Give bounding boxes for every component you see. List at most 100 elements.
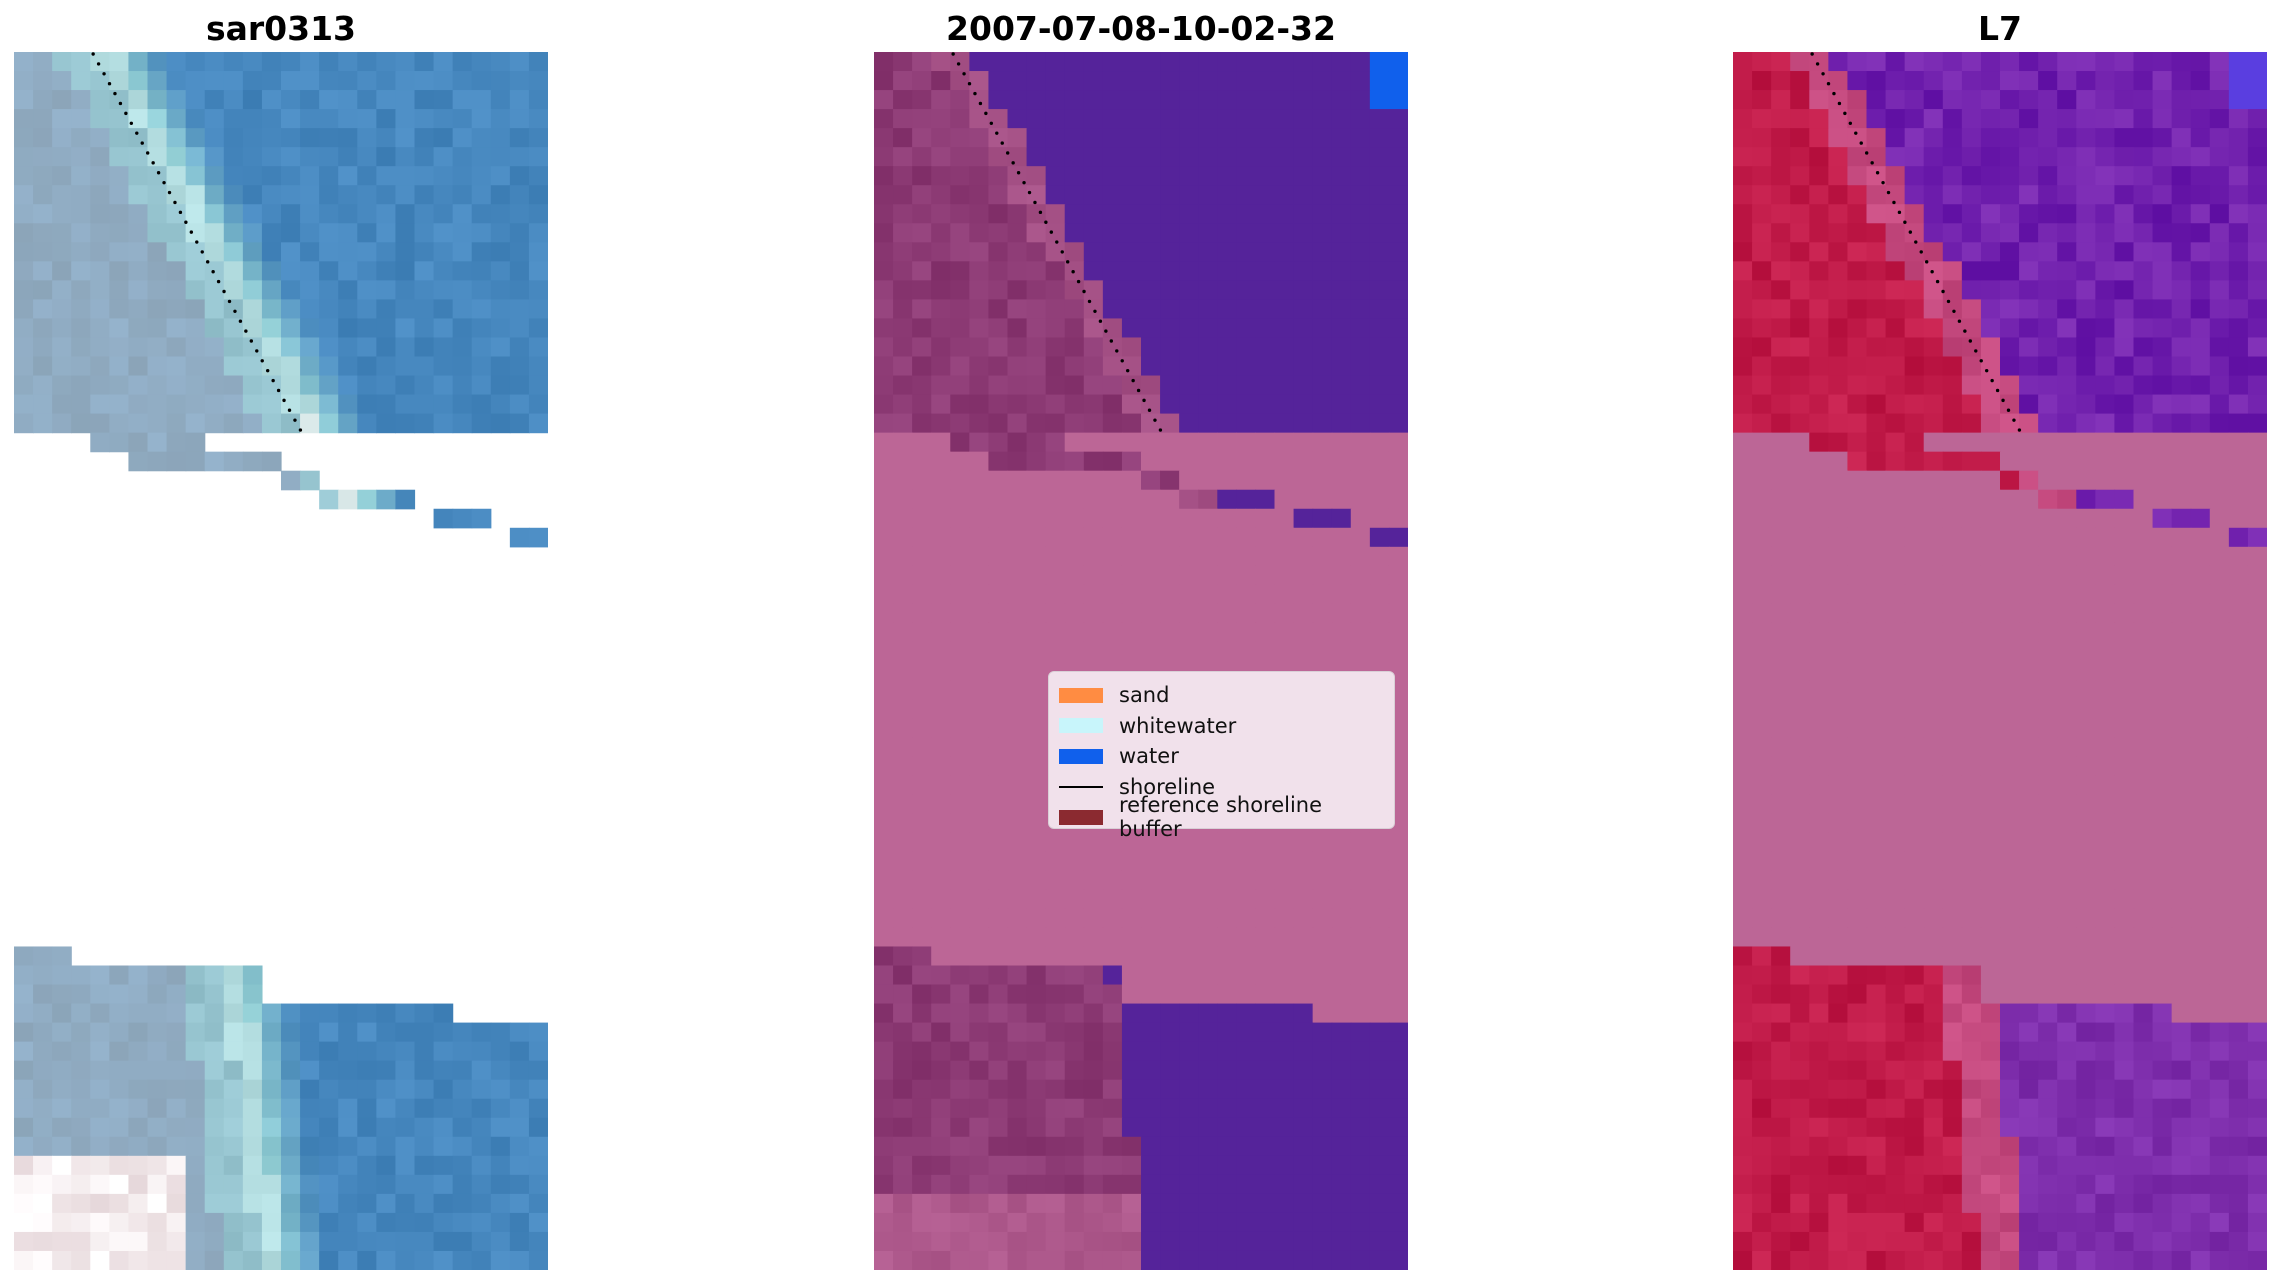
pixel-cell: [2247, 1212, 2267, 1233]
pixel-cell: [1388, 908, 1408, 929]
pixel-cell: [950, 261, 970, 281]
pixel-cell: [357, 1022, 377, 1043]
pixel-cell: [2133, 451, 2154, 472]
pixel-cell: [1121, 1117, 1142, 1138]
pixel-cell: [2152, 204, 2173, 224]
pixel-cell: [1198, 242, 1218, 262]
pixel-cell: [1733, 546, 1753, 567]
pixel-cell: [1121, 1193, 1142, 1214]
pixel-cell: [1217, 1041, 1237, 1062]
pixel-cell: [1045, 1155, 1066, 1176]
shoreline-point: [1930, 270, 1934, 274]
pixel-cell: [1961, 832, 1982, 852]
pixel-cell: [1102, 432, 1123, 453]
pixel-cell: [2133, 946, 2154, 967]
pixel-cell: [71, 1098, 91, 1119]
pixel-cell: [1102, 375, 1123, 396]
pixel-cell: [1064, 128, 1085, 148]
pixel-cell: [1198, 394, 1218, 415]
pixel-cell: [1026, 756, 1047, 776]
pixel-cell: [1217, 1098, 1237, 1119]
pixel-cell: [376, 489, 397, 510]
pixel-cell: [2038, 984, 2058, 1005]
pixel-cell: [1217, 90, 1237, 110]
pixel-cell: [1980, 432, 2001, 453]
pixel-cell: [2076, 870, 2096, 890]
pixel-cell: [1771, 908, 1791, 929]
pixel-cell: [1160, 147, 1180, 167]
pixel-cell: [2076, 470, 2096, 491]
pixel-cell: [2228, 641, 2249, 662]
pixel-cell: [1007, 204, 1028, 224]
pixel-cell: [2152, 1079, 2173, 1100]
pixel-cell: [2228, 756, 2249, 776]
pixel-cell: [1083, 204, 1104, 224]
pixel-cell: [1388, 965, 1408, 986]
pixel-cell: [1255, 356, 1276, 377]
rgb-image: [14, 52, 548, 1270]
pixel-cell: [2057, 223, 2077, 243]
pixel-cell: [1885, 1079, 1906, 1100]
pixel-cell: [185, 375, 206, 396]
pixel-cell: [1885, 984, 1906, 1005]
pixel-cell: [1007, 223, 1028, 243]
pixel-cell: [2133, 603, 2154, 624]
pixel-cell: [1771, 965, 1791, 986]
pixel-cell: [1866, 451, 1887, 472]
pixel-cell: [1980, 946, 2001, 967]
pixel-cell: [1980, 813, 2001, 833]
pixel-cell: [2171, 813, 2192, 833]
pixel-cell: [1866, 641, 1887, 662]
pixel-cell: [1866, 508, 1887, 529]
pixel-cell: [1160, 1212, 1180, 1233]
pixel-cell: [242, 52, 263, 72]
pixel-cell: [1236, 489, 1257, 510]
pixel-cell: [931, 1117, 951, 1138]
pixel-cell: [2000, 1193, 2020, 1214]
pixel-cell: [1217, 1060, 1237, 1081]
pixel-cell: [1847, 680, 1868, 700]
pixel-cell: [1961, 965, 1982, 986]
pixel-cell: [1809, 1003, 1829, 1024]
pixel-cell: [395, 1250, 416, 1270]
pixel-cell: [2190, 622, 2211, 643]
pixel-cell: [1923, 451, 1944, 472]
pixel-cell: [1923, 1098, 1944, 1119]
pixel-cell: [376, 261, 397, 281]
pixel-cell: [1045, 223, 1066, 243]
pixel-cell: [874, 1041, 894, 1062]
pixel-cell: [1388, 1117, 1408, 1138]
pixel-cell: [874, 1212, 894, 1233]
pixel-cell: [2000, 756, 2020, 776]
pixel-cell: [2247, 984, 2267, 1005]
pixel-cell: [2209, 603, 2230, 624]
pixel-cell: [300, 1098, 320, 1119]
pixel-cell: [1771, 775, 1791, 795]
pixel-cell: [14, 1193, 34, 1214]
pixel-cell: [1847, 1193, 1868, 1214]
pixel-cell: [1733, 1098, 1753, 1119]
pixel-cell: [300, 1079, 320, 1100]
pixel-cell: [2057, 984, 2077, 1005]
pixel-cell: [33, 1193, 53, 1214]
pixel-cell: [90, 413, 110, 434]
pixel-cell: [1790, 984, 1810, 1005]
pixel-cell: [1885, 737, 1906, 757]
pixel-cell: [1828, 470, 1849, 491]
pixel-cell: [452, 166, 473, 186]
pixel-cell: [893, 280, 913, 301]
pixel-cell: [1236, 1117, 1257, 1138]
shoreline-point: [1087, 299, 1092, 304]
pixel-cell: [1236, 584, 1257, 605]
pixel-cell: [2209, 908, 2230, 929]
pixel-cell: [2114, 299, 2135, 320]
pixel-cell: [185, 1041, 206, 1062]
pixel-cell: [1274, 641, 1295, 662]
pixel-cell: [2114, 699, 2135, 719]
pixel-cell: [1961, 1041, 1982, 1062]
pixel-cell: [1885, 546, 1906, 567]
pixel-cell: [242, 166, 263, 186]
pixel-cell: [33, 204, 53, 224]
pixel-cell: [1961, 641, 1982, 662]
pixel-cell: [969, 813, 990, 833]
